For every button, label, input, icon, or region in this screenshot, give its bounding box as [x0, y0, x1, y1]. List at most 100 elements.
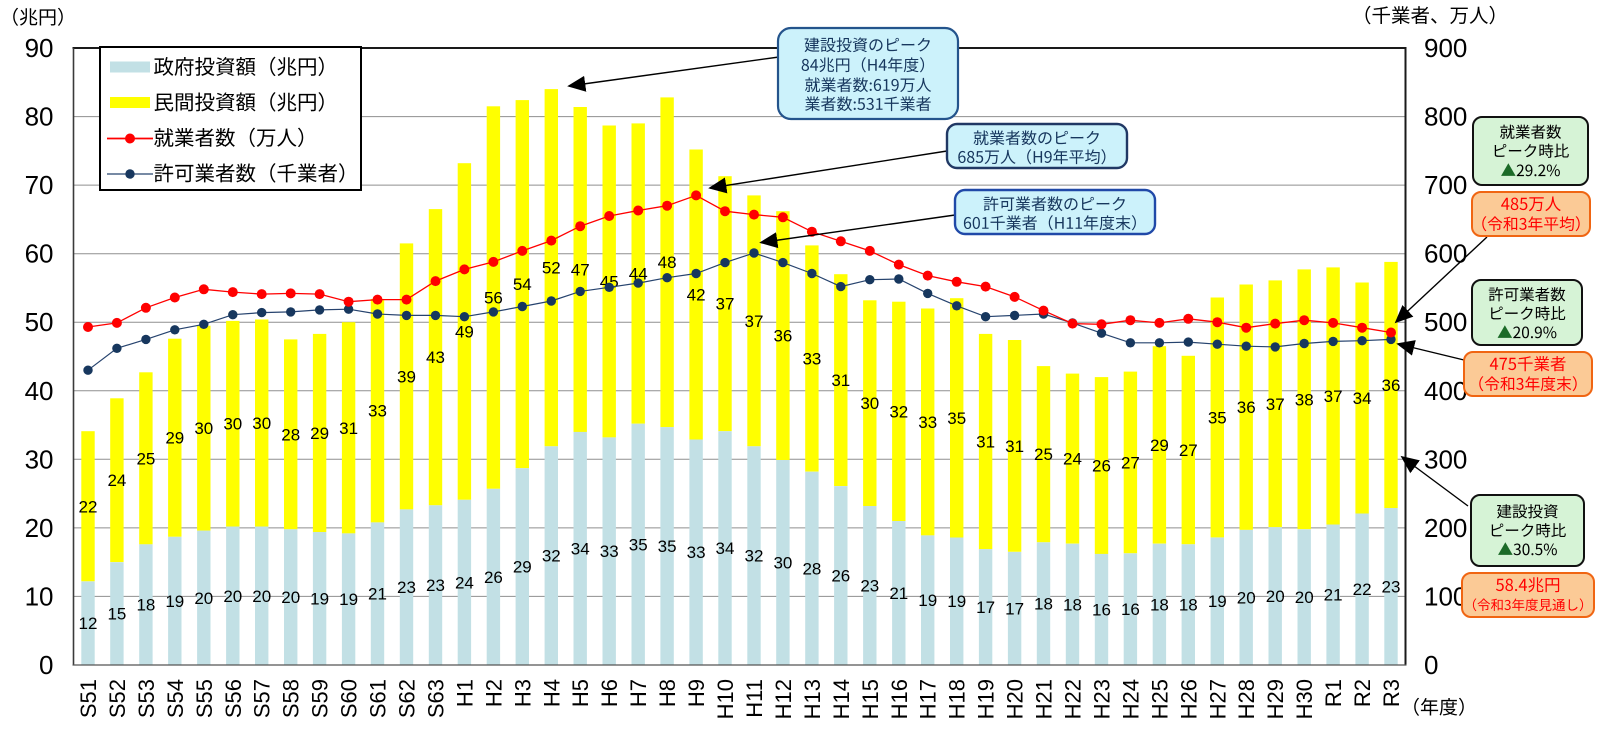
svg-text:39: 39	[397, 367, 416, 386]
svg-text:33: 33	[600, 542, 619, 561]
svg-text:18: 18	[1179, 596, 1198, 615]
svg-text:18: 18	[136, 596, 155, 615]
svg-text:600: 600	[1424, 239, 1467, 269]
svg-text:20: 20	[252, 587, 271, 606]
svg-text:S59: S59	[308, 679, 333, 718]
svg-text:H4: H4	[539, 679, 564, 707]
svg-text:H12: H12	[771, 679, 796, 719]
svg-text:90: 90	[25, 33, 54, 63]
svg-text:H20: H20	[1003, 679, 1028, 719]
svg-text:31: 31	[1005, 437, 1024, 456]
svg-text:H16: H16	[887, 679, 912, 719]
svg-text:H3: H3	[510, 679, 535, 707]
svg-text:H25: H25	[1147, 679, 1172, 719]
svg-text:100: 100	[1424, 581, 1467, 611]
svg-text:19: 19	[947, 592, 966, 611]
svg-text:12: 12	[79, 614, 98, 633]
svg-text:32: 32	[542, 547, 561, 566]
svg-text:18: 18	[1063, 595, 1082, 614]
svg-text:S51: S51	[76, 679, 101, 718]
svg-text:30: 30	[252, 414, 271, 433]
svg-text:26: 26	[484, 568, 503, 587]
svg-text:H26: H26	[1176, 679, 1201, 719]
svg-text:60: 60	[25, 239, 54, 269]
svg-text:30: 30	[773, 554, 792, 573]
svg-text:35: 35	[629, 535, 648, 554]
svg-text:500: 500	[1424, 307, 1467, 337]
svg-text:16: 16	[1121, 600, 1140, 619]
svg-text:36: 36	[1382, 376, 1401, 395]
svg-text:37: 37	[1324, 387, 1343, 406]
svg-text:38: 38	[1295, 390, 1314, 409]
svg-text:23: 23	[426, 576, 445, 595]
svg-text:H29: H29	[1263, 679, 1288, 719]
svg-text:23: 23	[1382, 578, 1401, 597]
svg-text:H22: H22	[1061, 679, 1086, 719]
svg-text:37: 37	[745, 312, 764, 331]
svg-text:700: 700	[1424, 170, 1467, 200]
svg-text:H27: H27	[1205, 679, 1230, 719]
svg-text:H7: H7	[626, 679, 651, 707]
svg-text:35: 35	[947, 409, 966, 428]
svg-text:19: 19	[310, 590, 329, 609]
svg-text:49: 49	[455, 323, 474, 342]
svg-text:33: 33	[918, 413, 937, 432]
svg-text:52: 52	[542, 259, 561, 278]
svg-text:33: 33	[802, 350, 821, 369]
svg-text:24: 24	[107, 471, 126, 490]
svg-text:18: 18	[1034, 595, 1053, 614]
svg-text:33: 33	[687, 543, 706, 562]
svg-text:27: 27	[1179, 441, 1198, 460]
svg-text:19: 19	[165, 592, 184, 611]
svg-text:28: 28	[281, 425, 300, 444]
svg-text:17: 17	[976, 598, 995, 617]
svg-text:40: 40	[25, 376, 54, 406]
svg-text:H8: H8	[655, 679, 680, 707]
svg-text:H28: H28	[1234, 679, 1259, 719]
svg-text:S61: S61	[366, 679, 391, 718]
svg-text:20: 20	[194, 589, 213, 608]
svg-text:37: 37	[716, 295, 735, 314]
svg-text:21: 21	[368, 585, 387, 604]
svg-text:H10: H10	[713, 679, 738, 719]
svg-text:34: 34	[571, 540, 590, 559]
svg-text:H15: H15	[858, 679, 883, 719]
svg-text:H23: H23	[1090, 679, 1115, 719]
svg-text:S58: S58	[279, 679, 304, 718]
svg-text:24: 24	[1063, 450, 1082, 469]
svg-text:200: 200	[1424, 513, 1467, 543]
svg-text:31: 31	[976, 433, 995, 452]
svg-text:70: 70	[25, 170, 54, 200]
svg-text:36: 36	[773, 327, 792, 346]
svg-text:21: 21	[1324, 586, 1343, 605]
svg-text:R3: R3	[1379, 679, 1404, 707]
svg-text:47: 47	[571, 260, 590, 279]
svg-text:22: 22	[1353, 580, 1372, 599]
svg-text:16: 16	[1092, 601, 1111, 620]
svg-text:35: 35	[1208, 409, 1227, 428]
svg-text:54: 54	[513, 275, 532, 294]
svg-text:H14: H14	[829, 679, 854, 719]
svg-text:25: 25	[1034, 445, 1053, 464]
svg-text:31: 31	[339, 419, 358, 438]
svg-text:20: 20	[1266, 587, 1285, 606]
svg-text:20: 20	[281, 588, 300, 607]
svg-text:48: 48	[658, 253, 677, 272]
svg-text:80: 80	[25, 102, 54, 132]
svg-text:20: 20	[1295, 588, 1314, 607]
svg-text:20: 20	[25, 513, 54, 543]
svg-text:S63: S63	[424, 679, 449, 718]
svg-text:23: 23	[397, 578, 416, 597]
svg-text:25: 25	[136, 449, 155, 468]
svg-text:33: 33	[368, 402, 387, 421]
svg-text:20: 20	[1237, 589, 1256, 608]
svg-text:27: 27	[1121, 453, 1140, 472]
svg-text:H2: H2	[481, 679, 506, 707]
svg-text:H9: H9	[684, 679, 709, 707]
svg-text:R1: R1	[1321, 679, 1346, 707]
svg-text:S60: S60	[337, 679, 362, 718]
svg-text:0: 0	[39, 650, 53, 680]
svg-text:32: 32	[745, 547, 764, 566]
svg-text:20: 20	[223, 587, 242, 606]
svg-text:S56: S56	[221, 679, 246, 718]
